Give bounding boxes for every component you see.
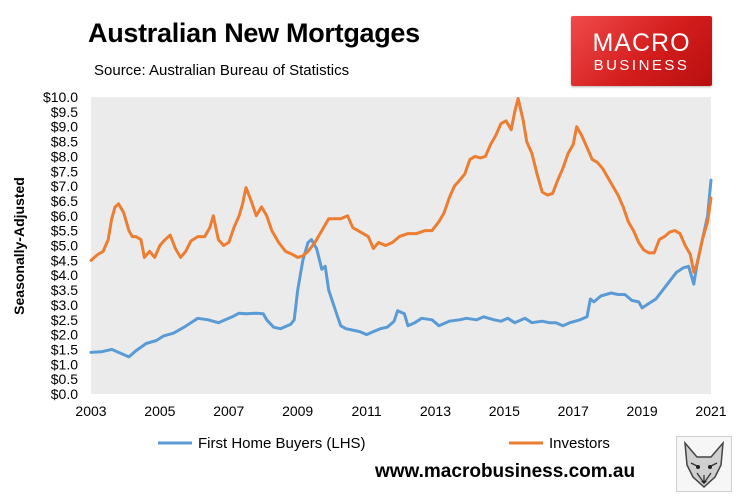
logo-line-2: BUSINESS xyxy=(593,57,690,74)
fox-face-icon xyxy=(684,440,724,489)
website-url[interactable]: www.macrobusiness.com.au xyxy=(375,461,636,482)
x-tick-label: 2015 xyxy=(489,403,520,419)
x-tick-label: 2003 xyxy=(75,403,106,419)
y-tick-label: $2.5 xyxy=(51,312,78,328)
x-tick-label: 2019 xyxy=(627,403,658,419)
y-axis-title: Seasonally-Adjusted xyxy=(11,177,27,315)
y-tick-label: $3.0 xyxy=(51,297,78,313)
y-tick-label: $4.0 xyxy=(51,267,78,283)
y-tick-label: $6.0 xyxy=(51,208,78,224)
y-tick-label: $1.5 xyxy=(51,341,78,357)
x-tick-label: 2013 xyxy=(420,403,451,419)
legend-label: First Home Buyers (LHS) xyxy=(198,435,366,452)
plot-area xyxy=(91,97,711,394)
x-tick-label: 2005 xyxy=(144,403,175,419)
y-tick-label: $7.0 xyxy=(51,178,78,194)
fox-logo-icon xyxy=(676,436,732,492)
x-tick-label: 2011 xyxy=(352,403,382,419)
legend-label: Investors xyxy=(549,435,610,452)
x-tick-label: 2009 xyxy=(282,403,313,419)
y-tick-label: $6.5 xyxy=(51,193,78,209)
series-line-investors xyxy=(89,97,713,274)
chart-legend: First Home Buyers (LHS) Investors xyxy=(158,435,610,452)
x-tick-label: 2007 xyxy=(213,403,244,419)
y-axis-tick-labels: $0.0$0.5$1.0$1.5$2.0$2.5$3.0$3.5$4.0$4.5… xyxy=(43,89,78,402)
logo-line-1: MACRO xyxy=(592,29,691,57)
y-tick-label: $0.0 xyxy=(51,386,78,402)
y-tick-label: $3.5 xyxy=(51,282,78,298)
series-line-first-home-buyers xyxy=(89,178,713,359)
x-tick-label: 2021 xyxy=(695,403,726,419)
y-tick-label: $9.0 xyxy=(51,119,78,135)
y-tick-label: $1.0 xyxy=(51,356,78,372)
y-tick-label: $2.0 xyxy=(51,327,78,343)
y-tick-label: $4.5 xyxy=(51,252,78,268)
y-tick-label: $7.5 xyxy=(51,163,78,179)
y-tick-label: $10.0 xyxy=(43,89,78,105)
macrobusiness-logo[interactable]: MACRO BUSINESS xyxy=(571,16,712,86)
y-tick-label: $5.0 xyxy=(51,238,78,254)
y-tick-label: $8.5 xyxy=(51,134,78,150)
x-tick-label: 2017 xyxy=(558,403,589,419)
chart-title: Australian New Mortgages xyxy=(88,18,420,48)
series-lines xyxy=(89,97,713,359)
y-tick-label: $5.5 xyxy=(51,223,78,239)
chart-source: Source: Australian Bureau of Statistics xyxy=(94,62,350,79)
y-tick-label: $0.5 xyxy=(51,371,78,387)
y-tick-label: $8.0 xyxy=(51,148,78,164)
x-axis-tick-labels: 2003 2005 2007 2009 2011 2013 2015 2017 2019 2021 xyxy=(75,403,726,419)
y-tick-label: $9.5 xyxy=(51,104,78,120)
